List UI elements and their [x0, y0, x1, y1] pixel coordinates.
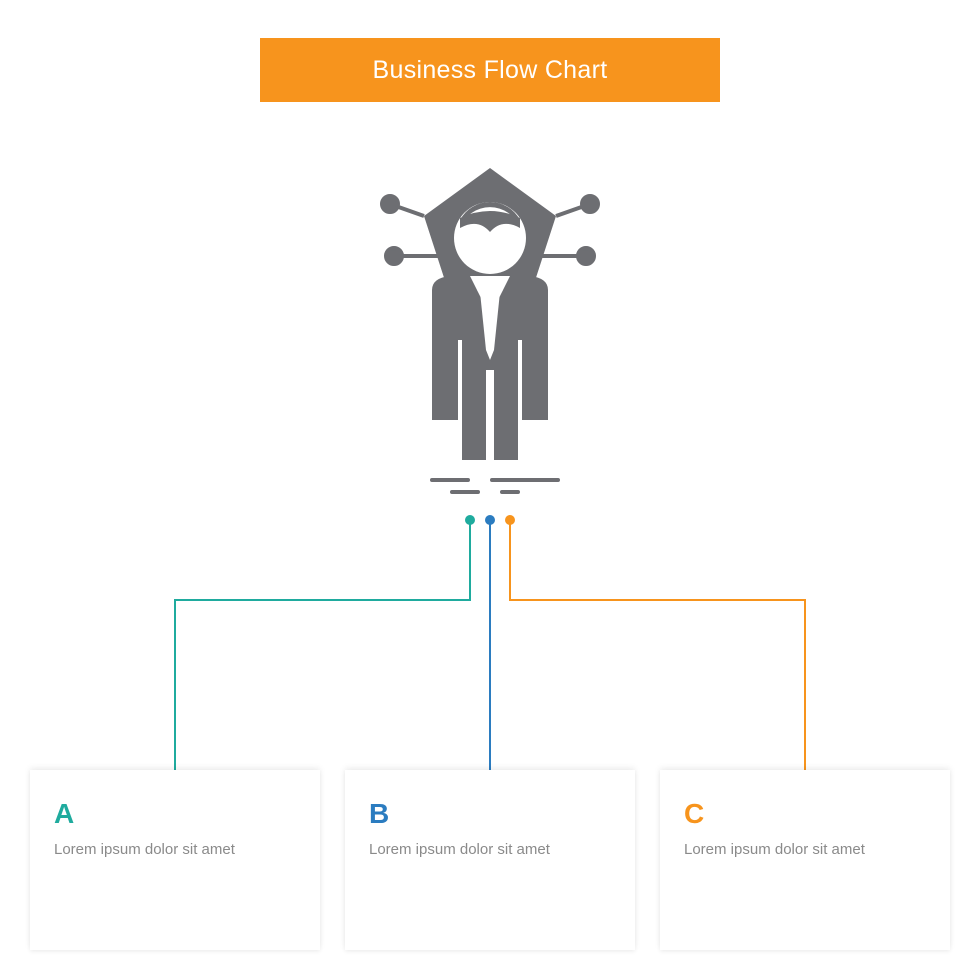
- connector-line-2: [510, 520, 805, 810]
- step-description: Lorem ipsum dolor sit amet: [369, 840, 611, 860]
- step-box-a: A Lorem ipsum dolor sit amet: [30, 770, 320, 950]
- connector-line-0: [175, 520, 470, 810]
- step-label: C: [684, 798, 926, 830]
- connector-dot-2: [505, 515, 515, 525]
- connector-dot-1: [485, 515, 495, 525]
- step-description: Lorem ipsum dolor sit amet: [54, 840, 296, 860]
- step-box-b: B Lorem ipsum dolor sit amet: [345, 770, 635, 950]
- step-box-c: C Lorem ipsum dolor sit amet: [660, 770, 950, 950]
- connector-dot-0: [465, 515, 475, 525]
- step-label: B: [369, 798, 611, 830]
- step-label: A: [54, 798, 296, 830]
- step-description: Lorem ipsum dolor sit amet: [684, 840, 926, 860]
